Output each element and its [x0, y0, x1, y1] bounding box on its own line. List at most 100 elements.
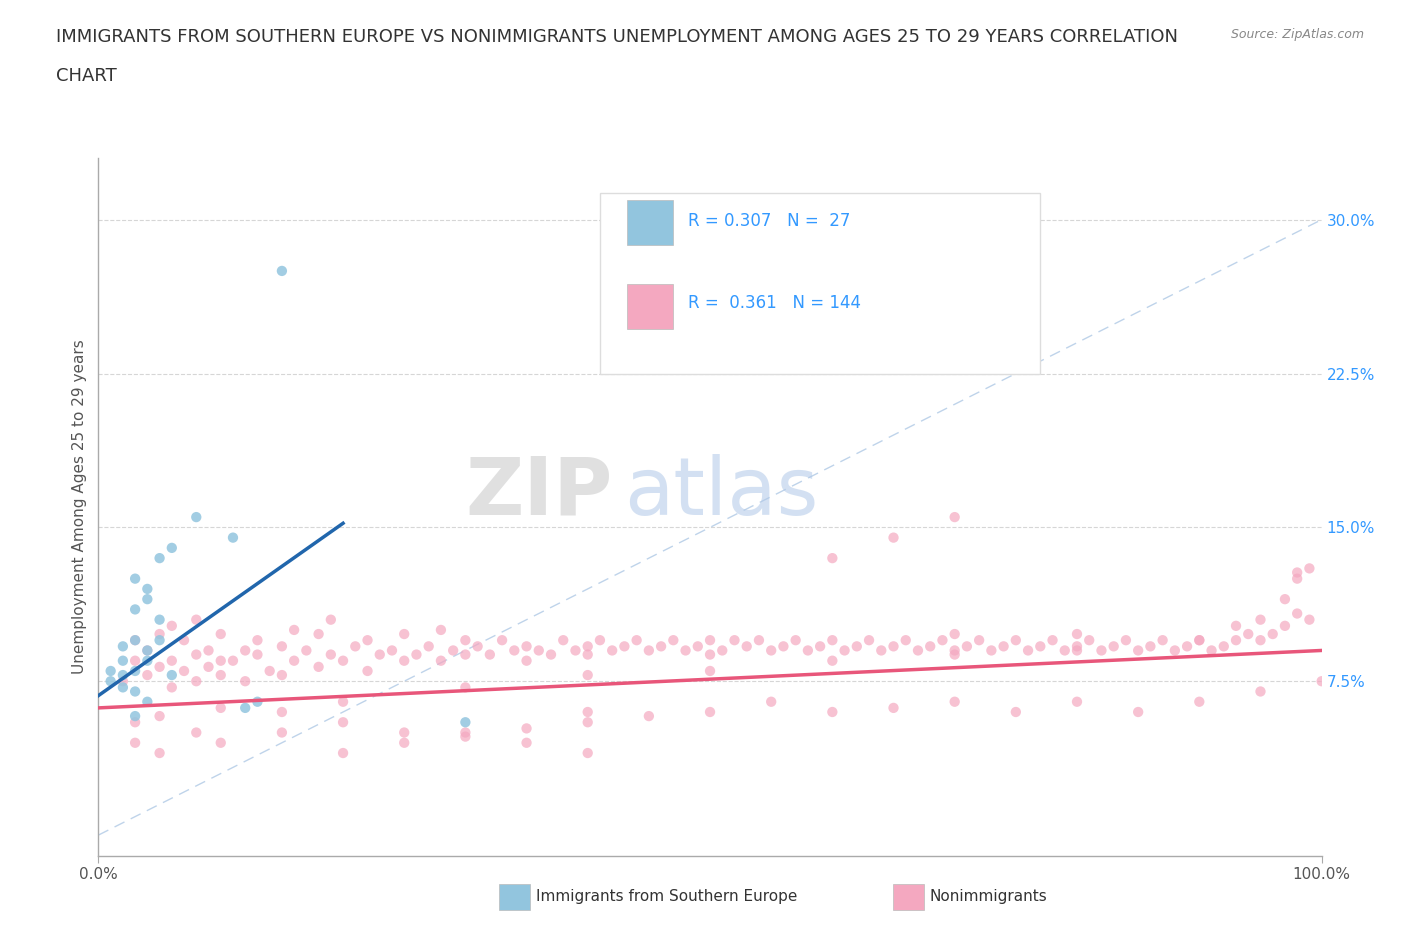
Text: Immigrants from Southern Europe: Immigrants from Southern Europe — [536, 889, 797, 904]
Point — [319, 612, 342, 627]
Point — [111, 639, 134, 654]
Point — [332, 746, 354, 761]
Point — [1250, 632, 1272, 647]
Point — [270, 668, 294, 683]
Point — [821, 551, 844, 565]
Point — [454, 632, 477, 647]
Point — [173, 632, 195, 647]
Point — [772, 639, 794, 654]
Point — [527, 643, 550, 658]
Point — [699, 663, 721, 678]
Point — [1139, 639, 1161, 654]
Text: CHART: CHART — [56, 67, 117, 85]
Point — [711, 643, 734, 658]
Point — [283, 622, 305, 637]
Point — [638, 709, 661, 724]
Point — [441, 643, 464, 658]
Point — [699, 705, 721, 720]
Point — [943, 643, 966, 658]
Point — [124, 653, 146, 668]
Point — [931, 632, 953, 647]
Point — [993, 639, 1015, 654]
Point — [233, 673, 256, 688]
Point — [136, 695, 159, 710]
Point — [1188, 632, 1211, 647]
FancyBboxPatch shape — [627, 200, 673, 246]
Point — [650, 639, 672, 654]
Point — [894, 632, 917, 647]
Point — [576, 647, 599, 662]
Point — [1102, 639, 1125, 654]
Point — [332, 695, 354, 710]
Point — [124, 602, 146, 617]
Point — [1066, 695, 1088, 710]
Point — [638, 643, 661, 658]
Point — [368, 647, 391, 662]
Point — [491, 632, 513, 647]
Point — [662, 632, 685, 647]
Point — [1212, 639, 1234, 654]
Point — [1298, 561, 1320, 576]
FancyBboxPatch shape — [627, 284, 673, 329]
Point — [576, 639, 599, 654]
Point — [233, 700, 256, 715]
Point — [967, 632, 990, 647]
Point — [1090, 643, 1112, 658]
Point — [100, 663, 122, 678]
Point — [1237, 627, 1260, 642]
Point — [124, 709, 146, 724]
Point — [186, 725, 208, 740]
Point — [136, 653, 159, 668]
Point — [209, 653, 232, 668]
Point — [1115, 632, 1137, 647]
Point — [1225, 618, 1247, 633]
Point — [467, 639, 489, 654]
Point — [430, 653, 453, 668]
Point — [111, 653, 134, 668]
Point — [222, 530, 245, 545]
Point — [1188, 695, 1211, 710]
Point — [392, 627, 416, 642]
Point — [808, 639, 831, 654]
Point — [1286, 571, 1309, 586]
Point — [392, 725, 416, 740]
Point — [883, 530, 905, 545]
Point — [1201, 643, 1223, 658]
Point — [870, 643, 893, 658]
Point — [1066, 627, 1088, 642]
Point — [589, 632, 612, 647]
Point — [454, 680, 477, 695]
Point — [270, 639, 294, 654]
Point — [564, 643, 586, 658]
Point — [111, 673, 134, 688]
Point — [540, 647, 562, 662]
Point — [553, 632, 575, 647]
Text: Source: ZipAtlas.com: Source: ZipAtlas.com — [1230, 28, 1364, 41]
Text: Nonimmigrants: Nonimmigrants — [929, 889, 1047, 904]
Point — [576, 668, 599, 683]
Point — [907, 643, 929, 658]
Point — [1261, 627, 1284, 642]
Point — [943, 627, 966, 642]
Point — [1004, 632, 1026, 647]
Point — [149, 632, 172, 647]
Point — [246, 695, 269, 710]
Point — [136, 643, 159, 658]
Point — [1128, 705, 1150, 720]
FancyBboxPatch shape — [600, 193, 1040, 375]
Point — [785, 632, 807, 647]
Point — [124, 571, 146, 586]
Point — [197, 643, 219, 658]
Point — [1053, 643, 1076, 658]
Point — [454, 725, 477, 740]
Point — [1188, 632, 1211, 647]
Point — [576, 705, 599, 720]
Point — [735, 639, 758, 654]
Point — [1128, 643, 1150, 658]
Point — [797, 643, 820, 658]
Point — [392, 653, 416, 668]
Point — [516, 639, 538, 654]
Point — [186, 673, 208, 688]
Point — [209, 627, 232, 642]
Point — [1152, 632, 1174, 647]
